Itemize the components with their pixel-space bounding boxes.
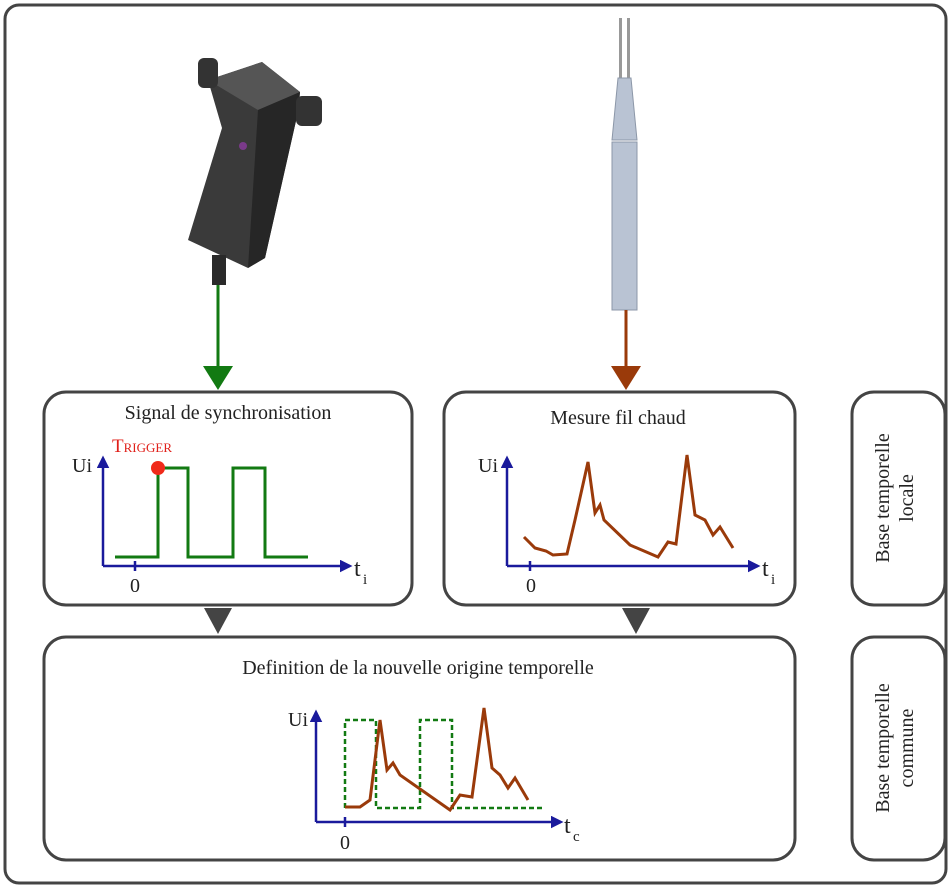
trigger-label: Trigger	[112, 436, 172, 457]
x-label: t	[354, 556, 361, 582]
side-box	[850, 390, 947, 607]
trigger-dot	[151, 461, 165, 475]
x-sub: i	[363, 572, 367, 588]
x-sub: c	[573, 829, 580, 845]
y-label: Ui	[478, 455, 498, 477]
sync-box	[42, 390, 414, 607]
arrow-head	[203, 366, 233, 390]
sensor-image	[188, 58, 322, 285]
x-label: t	[564, 813, 571, 839]
origin: 0	[526, 575, 536, 597]
hotwire-box	[442, 390, 797, 607]
box-title: Definition de la nouvelle origine tempor…	[242, 657, 594, 679]
box-title: Mesure fil chaud	[550, 407, 686, 429]
side-label: Base temporelle	[872, 683, 894, 813]
common-box	[42, 635, 797, 862]
sync-signal	[343, 718, 545, 810]
arrow-head	[622, 608, 650, 634]
probe-image	[611, 18, 638, 311]
side-label: locale	[896, 474, 918, 522]
hotwire-signal	[345, 707, 530, 813]
x-label: t	[762, 556, 769, 582]
sync-signal	[115, 466, 308, 559]
arrow-head	[204, 608, 232, 634]
side-box	[850, 635, 947, 862]
origin: 0	[340, 832, 350, 854]
y-label: Ui	[72, 455, 92, 477]
arrow-head	[611, 366, 641, 390]
hotwire-signal	[522, 454, 735, 559]
box-title: Signal de synchronisation	[125, 402, 332, 424]
y-label: Ui	[288, 709, 308, 731]
side-label: commune	[896, 708, 918, 787]
origin: 0	[130, 575, 140, 597]
side-label: Base temporelle	[872, 433, 894, 563]
x-sub: i	[771, 572, 775, 588]
